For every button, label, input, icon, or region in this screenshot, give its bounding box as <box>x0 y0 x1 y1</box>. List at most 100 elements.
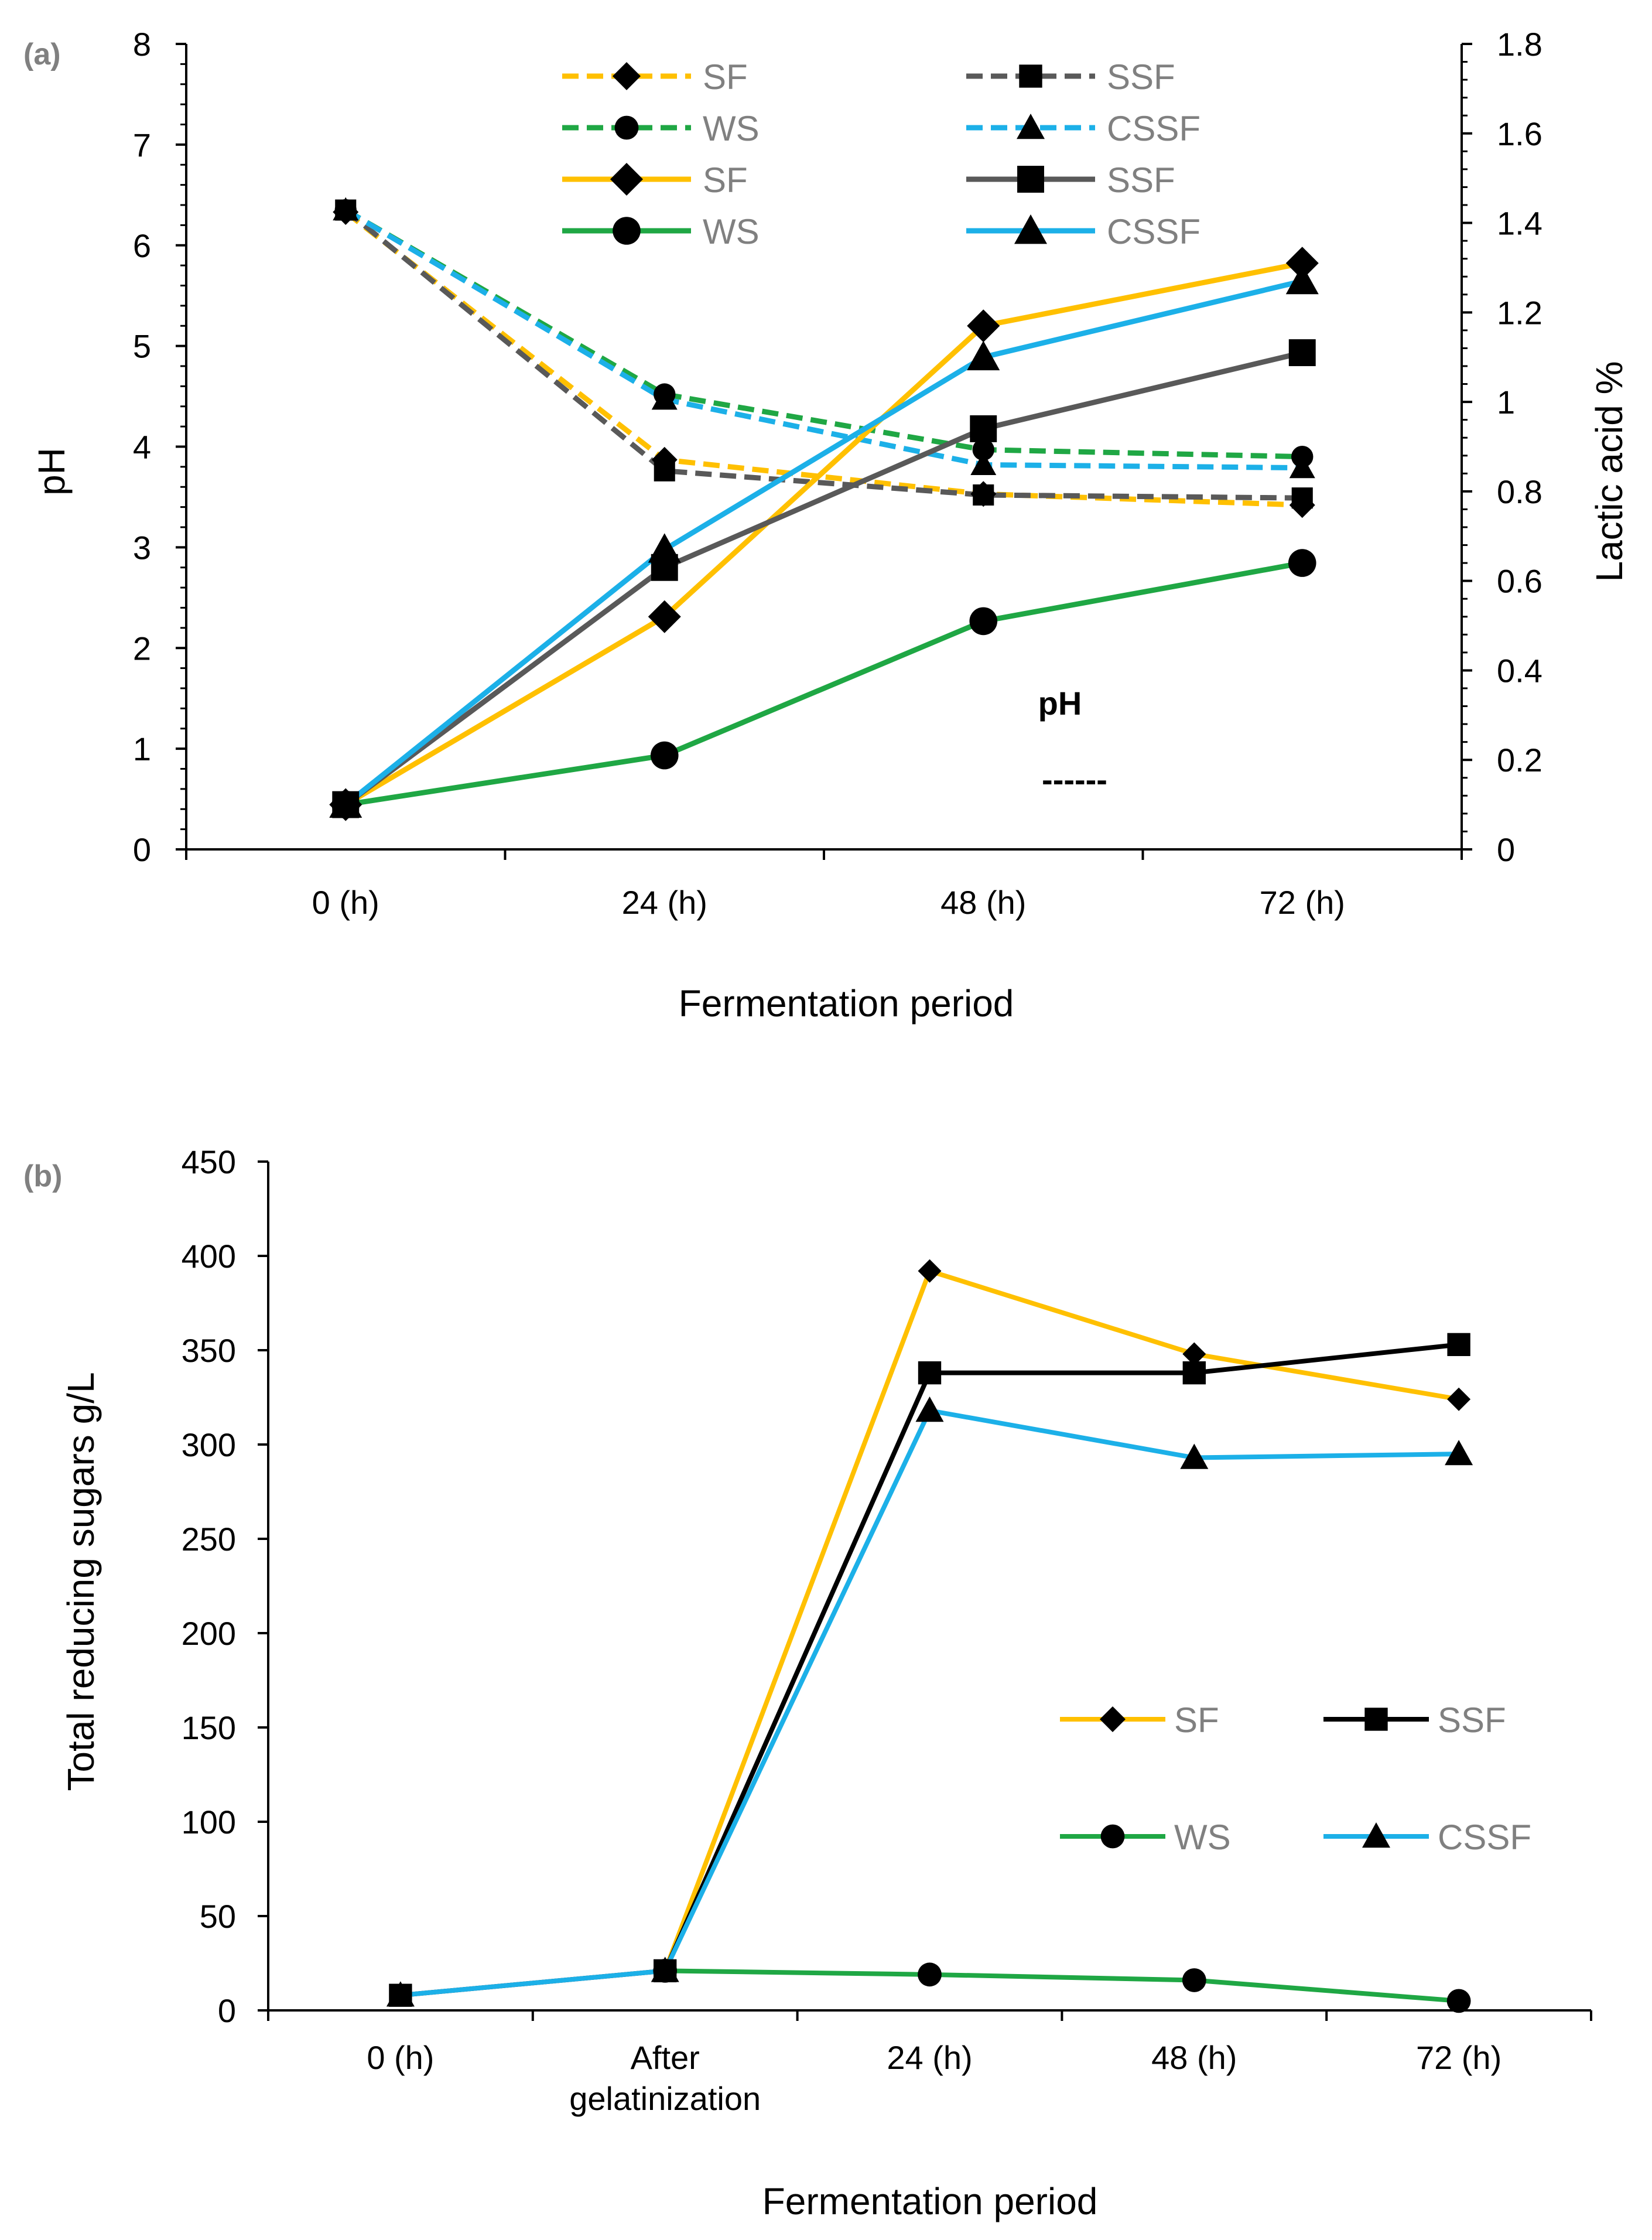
legend-item: SF <box>1060 1701 1219 1740</box>
data-point-ssf <box>1447 1333 1470 1357</box>
series-line-cssf <box>400 1408 1459 1998</box>
legend-marker <box>613 62 641 90</box>
y2-tick-label: 1.2 <box>1497 294 1542 331</box>
y2-tick-label: 0.2 <box>1497 742 1542 778</box>
data-point-cssf <box>915 1396 944 1422</box>
series-line-lactic-ws <box>345 560 1303 808</box>
annotation-ph: pH <box>1038 685 1082 722</box>
legend-item: SSF <box>966 161 1175 200</box>
x-tick-label: 48 (h) <box>940 884 1026 921</box>
data-point-sf <box>1182 1342 1206 1366</box>
legend-item: WS <box>562 212 760 251</box>
legend-item: CSSF <box>966 212 1200 251</box>
y-axis-title: pH <box>30 448 73 496</box>
data-point-lactic-sf <box>648 600 681 633</box>
x-tick-label: After <box>631 2039 700 2076</box>
panel-label: (b) <box>23 1159 62 1193</box>
legend-marker <box>613 217 641 245</box>
y-axis-title: Total reducing sugars g/L <box>60 1372 102 1791</box>
series-line-lactic-ssf <box>344 350 1303 807</box>
legend-marker <box>1100 1706 1126 1732</box>
series-line-lactic-sf <box>344 260 1303 807</box>
y-tick-label: 50 <box>200 1898 236 1935</box>
x-tick-label: 72 (h) <box>1260 884 1345 921</box>
panel-label: (a) <box>23 37 61 71</box>
y-tick-label: 150 <box>182 1709 236 1746</box>
data-point-ssf <box>1182 1361 1206 1385</box>
legend-label: CSSF <box>1107 109 1200 148</box>
legend-marker <box>614 115 639 140</box>
y-tick-label: 0 <box>133 831 151 868</box>
legend-item: WS <box>1060 1818 1231 1857</box>
data-point-lactic-ws <box>1288 549 1316 577</box>
legend-label: SSF <box>1107 161 1175 200</box>
data-point-lactic-cssf <box>648 533 681 563</box>
y-tick-label: 4 <box>133 429 151 466</box>
data-point-lactic-sf <box>967 309 1000 343</box>
data-point-cssf <box>1180 1443 1209 1469</box>
data-point-lactic-ssf <box>1288 339 1316 367</box>
data-point-ws <box>918 1962 942 1987</box>
y2-tick-label: 0 <box>1497 831 1515 868</box>
y-tick-label: 400 <box>182 1238 236 1275</box>
y-tick-label: 1 <box>133 730 151 767</box>
y-tick-label: 8 <box>133 26 151 63</box>
data-point-pH-ssf <box>654 460 675 482</box>
legend-item: SF <box>562 57 748 97</box>
y2-tick-label: 1.4 <box>1497 205 1542 242</box>
data-point-cssf <box>651 1956 679 1982</box>
legend-item: CSSF <box>1323 1818 1531 1857</box>
data-point-lactic-ws <box>969 607 998 636</box>
y-tick-label: 3 <box>133 529 151 566</box>
legend-label: WS <box>703 212 760 251</box>
data-point-cssf <box>386 1981 415 2007</box>
y-tick-label: 200 <box>182 1615 236 1652</box>
y2-tick-label: 1.6 <box>1497 115 1542 152</box>
y2-tick-label: 1 <box>1497 384 1515 421</box>
x-axis-title: Fermentation period <box>762 2180 1098 2222</box>
legend-label: CSSF <box>1107 212 1200 251</box>
data-point-pH-cssf <box>970 452 997 476</box>
legend-marker <box>1019 64 1042 88</box>
x-tick-label: gelatinization <box>569 2080 761 2117</box>
y-tick-label: 5 <box>133 328 151 365</box>
legend-item: SSF <box>966 57 1175 97</box>
y-tick-label: 0 <box>218 1992 236 2029</box>
series-line-pH-sf <box>344 210 1302 508</box>
x-tick-label: 48 (h) <box>1151 2039 1237 2076</box>
legend-marker <box>610 163 643 196</box>
x-tick-label: 0 (h) <box>312 884 379 921</box>
y-tick-label: 7 <box>133 127 151 163</box>
series-line-pH-cssf <box>344 207 1302 471</box>
legend-label: SF <box>1174 1701 1219 1740</box>
legend-item: CSSF <box>966 109 1200 148</box>
y2-axis-title: Lactic acid % <box>1588 361 1630 582</box>
data-point-lactic-ssf <box>970 415 997 442</box>
y2-tick-label: 1.8 <box>1497 26 1542 63</box>
series-line-sf <box>662 1268 1459 1972</box>
annotation-dash: ------ <box>1042 761 1107 798</box>
legend-label: SSF <box>1107 57 1175 97</box>
data-point-pH-ssf <box>973 484 994 506</box>
y2-tick-label: 0.8 <box>1497 473 1542 510</box>
x-tick-label: 24 (h) <box>622 884 707 921</box>
y-tick-label: 6 <box>133 227 151 264</box>
data-point-pH-cssf <box>333 197 359 221</box>
data-point-lactic-cssf <box>967 340 1000 371</box>
y-tick-label: 100 <box>182 1804 236 1841</box>
series-line-ws <box>665 1968 1459 2003</box>
legend-label: SF <box>703 161 748 200</box>
legend-label: WS <box>703 109 760 148</box>
data-point-lactic-ws <box>650 741 679 770</box>
series-line-ssf <box>400 1342 1459 1998</box>
y-tick-label: 250 <box>182 1521 236 1558</box>
data-point-pH-cssf <box>1289 455 1315 479</box>
legend-marker <box>1017 166 1044 193</box>
legend-item: SF <box>562 161 748 200</box>
data-point-pH-cssf <box>651 386 678 410</box>
y-tick-label: 2 <box>133 630 151 667</box>
y2-tick-label: 0.4 <box>1497 652 1542 689</box>
series-line-lactic-cssf <box>344 278 1303 807</box>
data-point-sf <box>918 1259 942 1283</box>
